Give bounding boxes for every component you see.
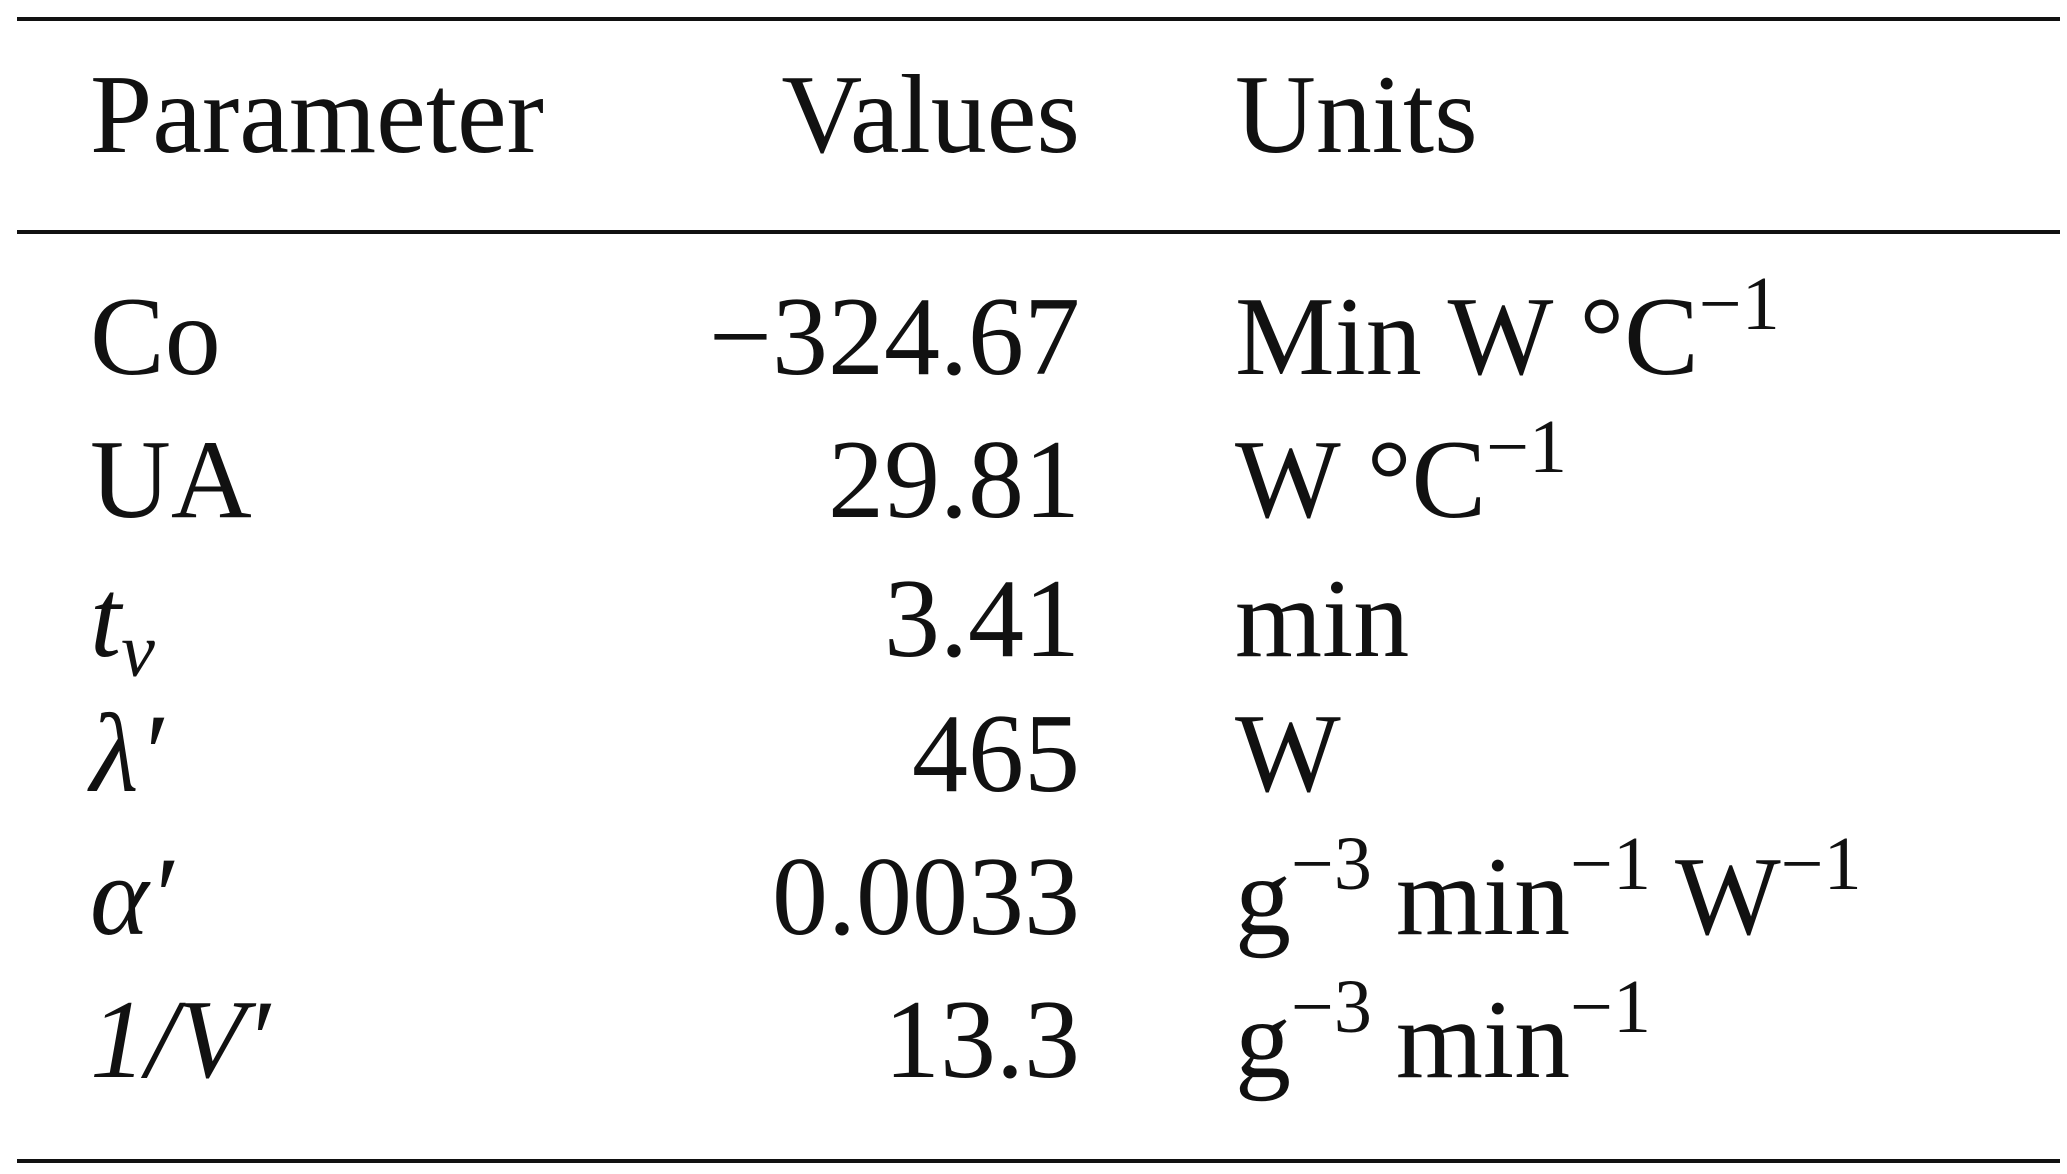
parameter: λ′ xyxy=(87,692,165,816)
value: −324.67 xyxy=(709,275,1080,399)
value: 0.0033 xyxy=(772,835,1080,959)
parameter: UA xyxy=(90,418,252,542)
value: 3.41 xyxy=(884,557,1080,681)
parameter: tv xyxy=(90,557,155,693)
unit-base: g xyxy=(1235,835,1291,959)
unit: g−3 min−1 W−1 xyxy=(1235,822,1862,959)
unit-sup: −3 xyxy=(1291,965,1372,1049)
parameter-sub: v xyxy=(121,609,155,693)
unit: W xyxy=(1235,692,1341,816)
parameter: α′ xyxy=(90,835,175,959)
unit-sup: −1 xyxy=(1486,405,1567,489)
header-cell: Units xyxy=(1235,53,1478,177)
unit-sup: −1 xyxy=(1699,262,1780,346)
unit-base: W xyxy=(1675,835,1781,959)
unit-base: min xyxy=(1396,978,1570,1102)
unit-sup: −1 xyxy=(1570,965,1651,1049)
value: 465 xyxy=(912,692,1080,816)
unit-base: W °C xyxy=(1235,418,1486,542)
unit-sup: −3 xyxy=(1291,822,1372,906)
unit-sup: −1 xyxy=(1570,822,1651,906)
unit-base: min xyxy=(1396,835,1570,959)
header-cell: Parameter xyxy=(90,53,544,177)
unit-base: g xyxy=(1235,978,1291,1102)
parameter: 1/V′ xyxy=(90,978,272,1102)
parameter-base: t xyxy=(90,557,124,681)
unit-base: Min W °C xyxy=(1235,275,1699,399)
unit: W °C−1 xyxy=(1235,405,1567,542)
header-cell: Values xyxy=(781,53,1080,177)
unit: Min W °C−1 xyxy=(1235,262,1780,399)
value: 13.3 xyxy=(884,978,1080,1102)
parameter: Co xyxy=(90,275,221,399)
unit-sup: −1 xyxy=(1781,822,1862,906)
unit: min xyxy=(1235,557,1409,681)
value: 29.81 xyxy=(828,418,1080,542)
unit: g−3 min−1 xyxy=(1235,965,1651,1102)
